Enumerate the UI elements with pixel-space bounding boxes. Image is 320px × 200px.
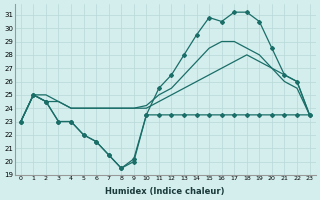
X-axis label: Humidex (Indice chaleur): Humidex (Indice chaleur) <box>106 187 225 196</box>
